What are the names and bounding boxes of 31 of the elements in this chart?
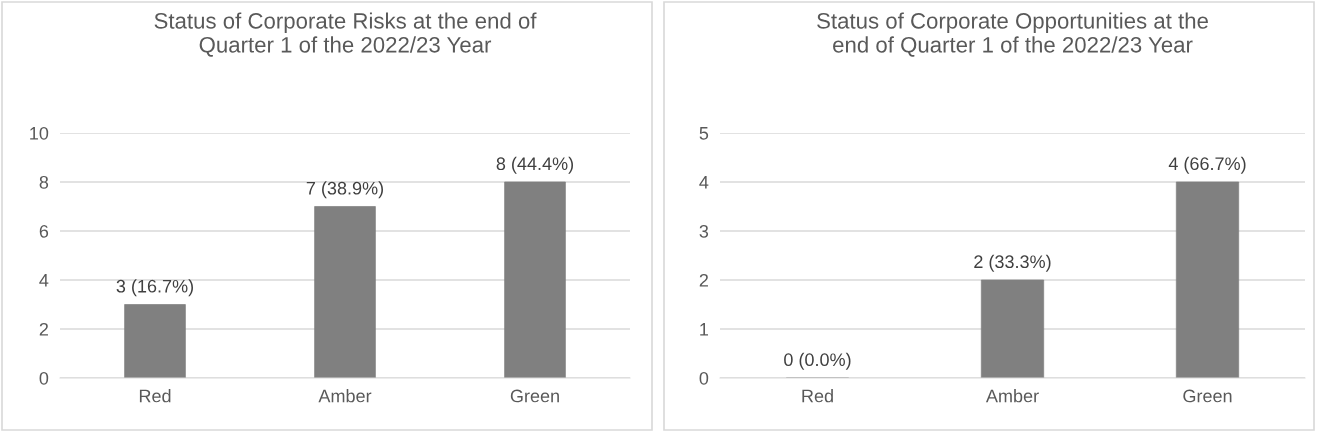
x-tick-label: Green	[1183, 389, 1232, 403]
x-tick-label: Red	[802, 389, 833, 403]
bar	[314, 206, 376, 378]
data-label: 4 (66.7%)	[1168, 156, 1246, 174]
data-label: 7 (38.9%)	[306, 181, 384, 199]
data-label: 0 (0.0%)	[784, 352, 851, 370]
x-tick-label: Amber	[318, 389, 372, 403]
bar	[1175, 181, 1240, 378]
x-tick-label: Red	[139, 389, 171, 403]
y-tick-label: 8	[39, 175, 49, 189]
y-tick-label: 1	[700, 323, 709, 336]
data-label: 8 (44.4%)	[496, 156, 574, 174]
bar	[504, 181, 566, 378]
y-tick-label: 3	[699, 224, 709, 238]
y-tick-label: 5	[699, 127, 709, 140]
chart-title: Status of Corporate Risks at the end of Quarter 1 of the 2022/23 Year	[154, 12, 537, 57]
y-tick-label: 6	[39, 224, 49, 238]
x-tick-label: Green	[510, 389, 559, 403]
y-tick-label: 0	[699, 371, 709, 385]
chart-title: Status of Corporate Opportunities at the end of Quarter 1 of the 2022/23 Year	[817, 12, 1208, 57]
bar	[124, 304, 186, 378]
x-tick-label: Amber	[985, 389, 1039, 403]
y-tick-label: 4	[699, 176, 709, 189]
y-tick-label: 4	[39, 274, 49, 287]
data-label: 3 (16.7%)	[116, 279, 194, 297]
y-tick-label: 2	[39, 322, 48, 336]
data-label: 2 (33.3%)	[974, 254, 1051, 272]
y-tick-label: 0	[39, 371, 49, 385]
y-tick-label: 2	[699, 273, 708, 287]
bar	[980, 279, 1045, 378]
y-tick-label: 10	[30, 126, 49, 140]
